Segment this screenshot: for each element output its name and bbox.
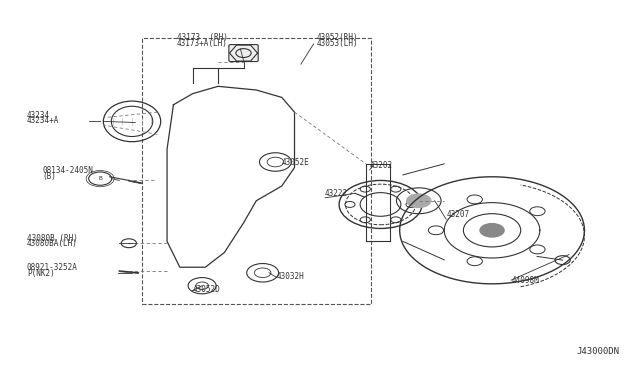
Text: 43032H: 43032H xyxy=(276,272,305,281)
Text: 43222: 43222 xyxy=(325,189,348,198)
Text: 43080B (RH): 43080B (RH) xyxy=(27,234,77,243)
Text: 43052D: 43052D xyxy=(193,285,220,294)
Text: 43173+A(LH): 43173+A(LH) xyxy=(177,39,227,48)
Text: 43052(RH): 43052(RH) xyxy=(317,33,358,42)
Text: 43053(LH): 43053(LH) xyxy=(317,39,358,48)
Text: 43207: 43207 xyxy=(446,211,469,219)
Bar xyxy=(141,38,371,304)
Text: 43052E: 43052E xyxy=(282,158,310,167)
Text: 43080BA(LH): 43080BA(LH) xyxy=(27,239,77,248)
Text: 43173  (RH): 43173 (RH) xyxy=(177,33,227,42)
Circle shape xyxy=(479,223,505,238)
Circle shape xyxy=(406,193,431,208)
Text: 43202: 43202 xyxy=(370,161,393,170)
Text: 43234: 43234 xyxy=(27,111,50,120)
Text: 44098M: 44098M xyxy=(511,276,539,285)
FancyBboxPatch shape xyxy=(229,45,258,62)
Text: P(NK2): P(NK2) xyxy=(27,269,54,278)
Text: B: B xyxy=(99,176,102,181)
Text: 08921-3252A: 08921-3252A xyxy=(27,263,77,272)
Text: 43234+A: 43234+A xyxy=(27,116,60,125)
Text: J43000DN: J43000DN xyxy=(577,347,620,356)
Text: (B): (B) xyxy=(43,171,57,181)
Text: 08134-2405N: 08134-2405N xyxy=(43,166,93,175)
